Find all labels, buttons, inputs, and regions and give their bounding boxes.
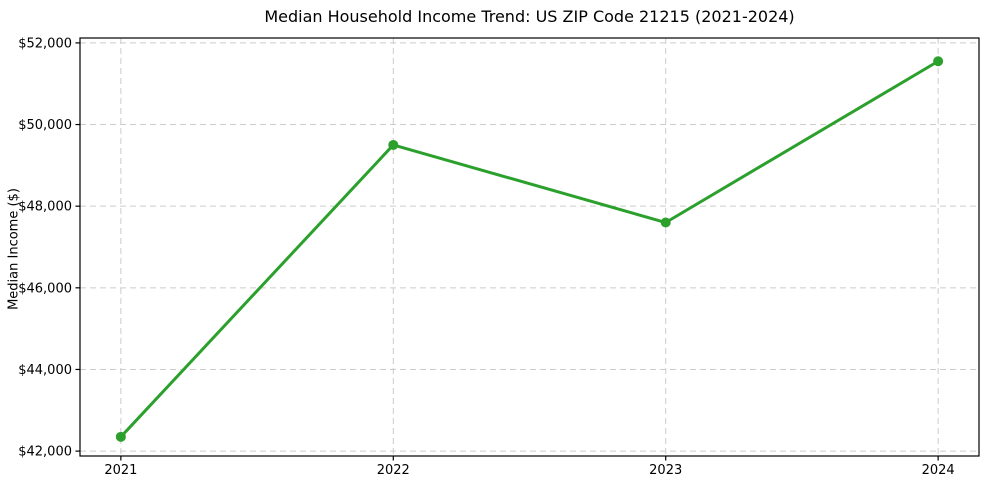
x-tick-label: 2023 [649, 463, 682, 478]
y-tick-label: $44,000 [18, 363, 72, 378]
y-tick-label: $52,000 [18, 36, 72, 51]
data-point-2021 [115, 431, 126, 442]
y-tick-label: $48,000 [18, 200, 72, 215]
data-point-2024 [933, 56, 944, 67]
y-tick-label: $46,000 [18, 281, 72, 296]
chart-title: Median Household Income Trend: US ZIP Co… [264, 7, 795, 26]
data-point-2023 [660, 217, 671, 228]
x-tick-label: 2022 [377, 463, 410, 478]
trend-line [119, 59, 940, 439]
y-axis-label: Median Income ($) [6, 188, 22, 310]
y-tick-label: $42,000 [18, 445, 72, 460]
y-tick-label: $50,000 [18, 118, 72, 133]
data-point-2022 [388, 139, 399, 150]
x-tick-label: 2024 [922, 463, 955, 478]
plot-border [79, 37, 980, 457]
x-tick-label: 2021 [104, 463, 137, 478]
